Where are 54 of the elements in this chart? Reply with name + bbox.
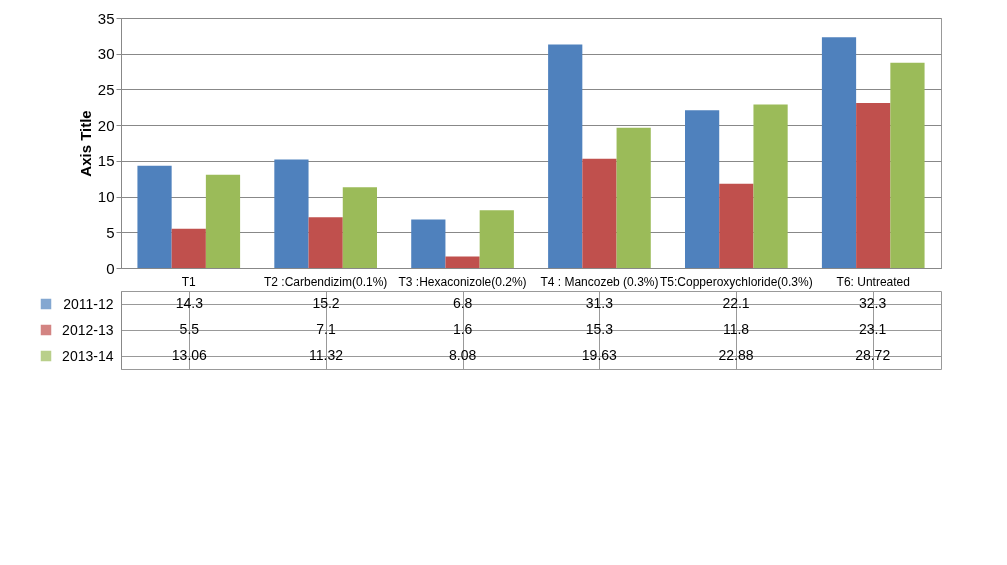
data-label: 23.1 xyxy=(859,321,887,337)
bar xyxy=(548,44,583,268)
data-label: 1.6 xyxy=(452,321,473,337)
data-label: 6.8 xyxy=(452,295,473,311)
bar xyxy=(445,256,480,268)
bar xyxy=(821,37,857,268)
y-tick-label: 0 xyxy=(106,259,115,277)
x-tick-label: T4 : Mancozeb (0.3%) xyxy=(540,274,659,289)
data-label: 7.1 xyxy=(316,321,336,337)
legend-label: 2011-12 xyxy=(63,295,114,312)
data-label: 32.3 xyxy=(859,295,887,311)
bar xyxy=(719,183,754,268)
data-label: 22.88 xyxy=(718,347,754,363)
bar xyxy=(616,127,651,268)
bar xyxy=(856,103,891,268)
y-tick-label: 10 xyxy=(97,188,115,206)
bar xyxy=(308,217,343,268)
y-axis-title: Axis Title xyxy=(76,110,94,177)
bar xyxy=(685,110,720,268)
bar xyxy=(137,165,172,268)
data-label: 14.3 xyxy=(175,295,204,311)
data-label: 15.2 xyxy=(312,295,340,311)
legend-label: 2012-13 xyxy=(62,321,114,338)
bar xyxy=(274,159,309,268)
data-label: 28.72 xyxy=(855,347,891,363)
data-label: 15.3 xyxy=(585,321,614,337)
y-tick-label: 20 xyxy=(97,116,115,134)
data-label: 8.08 xyxy=(449,347,477,363)
y-tick-label: 30 xyxy=(97,45,115,63)
x-tick-label: T2 :Carbendizim(0.1%) xyxy=(263,274,388,289)
data-label: 5.5 xyxy=(179,321,200,337)
x-tick-label: T6: Untreated xyxy=(836,274,910,289)
bar xyxy=(890,62,925,268)
bar xyxy=(479,210,514,268)
bar xyxy=(582,158,617,268)
data-label: 11.32 xyxy=(309,347,344,363)
x-tick-label: T3 :Hexaconizole(0.2%) xyxy=(398,274,527,289)
data-label: 13.06 xyxy=(171,347,208,363)
y-tick-label: 5 xyxy=(106,223,115,241)
bar xyxy=(171,228,206,268)
data-label: 19.63 xyxy=(581,347,618,363)
legend-label: 2013-14 xyxy=(62,347,114,364)
y-tick-label: 25 xyxy=(97,80,115,98)
bar xyxy=(411,219,446,268)
x-tick-label: T5:Copperoxychloride(0.3%) xyxy=(659,274,813,289)
bar xyxy=(205,174,241,268)
data-label: 31.3 xyxy=(585,295,614,311)
bar xyxy=(753,104,788,268)
y-tick-label: 35 xyxy=(97,9,115,27)
data-label: 11.8 xyxy=(722,321,750,337)
data-label: 22.1 xyxy=(722,295,750,311)
bar xyxy=(342,187,377,268)
y-tick-label: 15 xyxy=(97,152,115,170)
x-tick-label: T1 xyxy=(181,274,197,289)
